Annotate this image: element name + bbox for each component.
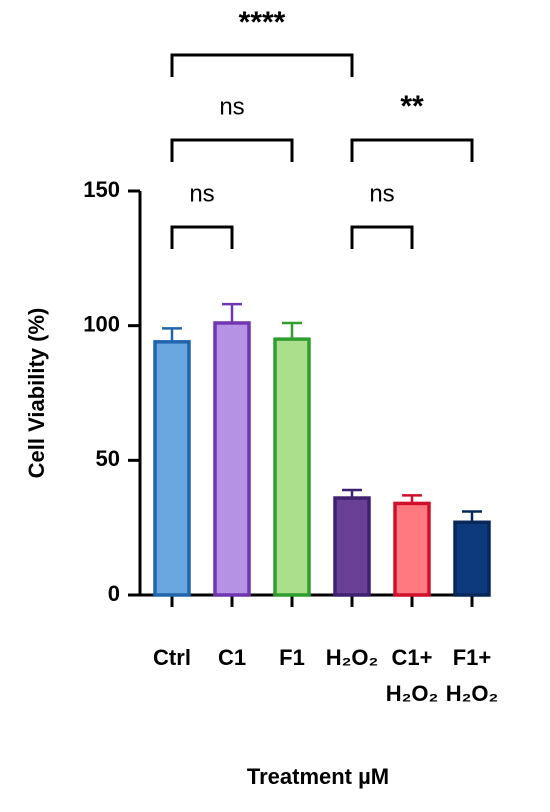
y-tick-label: 150 xyxy=(83,177,120,202)
significance-label: ** xyxy=(400,90,424,123)
x-tick-label: C1+ H₂O₂ xyxy=(385,645,439,706)
bar xyxy=(393,501,431,597)
significance-bracket xyxy=(350,138,474,162)
bar xyxy=(453,520,491,597)
x-tick-label: H₂O₂ xyxy=(325,645,379,670)
significance-bracket xyxy=(170,225,234,249)
bar xyxy=(153,340,191,597)
bar xyxy=(273,337,311,597)
x-axis-title: Treatment µM xyxy=(247,764,389,789)
significance-bracket xyxy=(170,138,294,162)
y-axis-title: Cell Viability (%) xyxy=(24,308,49,479)
y-tick-label: 100 xyxy=(83,311,120,336)
x-tick-label: F1+ H₂O₂ xyxy=(445,645,499,706)
significance-bracket xyxy=(170,53,354,77)
x-tick-label: C1 xyxy=(217,645,247,670)
significance-label: **** xyxy=(239,6,286,39)
x-tick-label: F1 xyxy=(279,645,305,670)
bar xyxy=(333,496,371,597)
significance-bracket xyxy=(350,225,414,249)
y-tick-label: 0 xyxy=(108,581,120,606)
bar xyxy=(213,321,251,597)
x-tick-label: Ctrl xyxy=(153,645,191,670)
significance-label: ns xyxy=(189,180,214,207)
y-tick-label: 50 xyxy=(96,446,120,471)
significance-label: ns xyxy=(369,180,394,207)
significance-label: ns xyxy=(219,93,244,120)
